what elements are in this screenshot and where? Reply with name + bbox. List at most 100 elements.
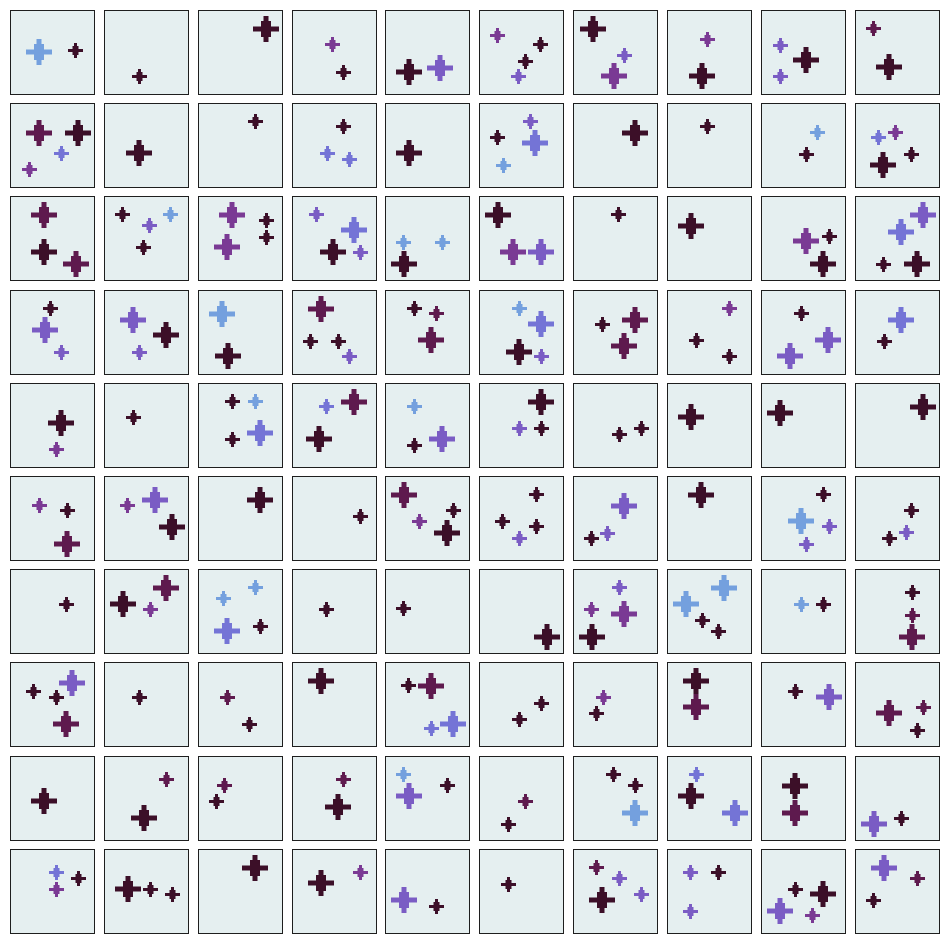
plus-sparkle-icon xyxy=(511,530,527,546)
tile xyxy=(479,196,564,281)
plus-sparkle-icon xyxy=(511,711,527,727)
plus-sparkle-icon xyxy=(434,235,450,251)
plus-sparkle-icon xyxy=(325,36,341,52)
tile xyxy=(855,10,940,95)
tile xyxy=(198,103,283,188)
plus-sparkle-icon xyxy=(611,871,627,887)
plus-sparkle-icon xyxy=(600,63,627,90)
tile xyxy=(10,662,95,747)
tile xyxy=(385,756,470,841)
plus-sparkle-icon xyxy=(787,684,803,700)
tile xyxy=(385,10,470,95)
plus-sparkle-icon xyxy=(672,591,699,617)
plus-sparkle-icon xyxy=(484,201,511,228)
plus-sparkle-icon xyxy=(599,525,615,541)
tile xyxy=(761,662,846,747)
plus-sparkle-icon xyxy=(162,207,178,223)
plus-sparkle-icon xyxy=(53,344,69,360)
plus-sparkle-icon xyxy=(793,47,820,74)
tile xyxy=(385,290,470,375)
plus-sparkle-icon xyxy=(688,332,704,348)
plus-sparkle-icon xyxy=(910,201,937,228)
plus-sparkle-icon xyxy=(495,513,511,529)
tile xyxy=(479,476,564,561)
plus-sparkle-icon xyxy=(434,520,461,547)
plus-sparkle-icon xyxy=(511,420,527,436)
plus-sparkle-icon xyxy=(42,301,58,317)
plus-sparkle-icon xyxy=(821,228,837,244)
plus-sparkle-icon xyxy=(214,234,241,261)
plus-sparkle-icon xyxy=(622,306,649,333)
tile xyxy=(479,569,564,654)
tile xyxy=(104,196,189,281)
plus-sparkle-icon xyxy=(500,816,516,832)
plus-sparkle-icon xyxy=(798,536,814,552)
plus-sparkle-icon xyxy=(303,333,319,349)
tile xyxy=(667,103,752,188)
plus-sparkle-icon xyxy=(428,306,444,322)
plus-sparkle-icon xyxy=(247,486,274,513)
tile xyxy=(855,662,940,747)
tile xyxy=(479,383,564,468)
plus-sparkle-icon xyxy=(159,514,186,541)
plus-sparkle-icon xyxy=(209,793,225,809)
plus-sparkle-icon xyxy=(63,251,90,278)
plus-sparkle-icon xyxy=(777,343,804,370)
plus-sparkle-icon xyxy=(766,399,793,426)
tile xyxy=(292,103,377,188)
plus-sparkle-icon xyxy=(522,114,538,130)
plus-sparkle-icon xyxy=(611,426,627,442)
plus-sparkle-icon xyxy=(766,898,793,925)
plus-sparkle-icon xyxy=(821,518,837,534)
tile xyxy=(10,849,95,934)
tile xyxy=(761,196,846,281)
plus-sparkle-icon xyxy=(241,716,257,732)
tile xyxy=(573,10,658,95)
plus-sparkle-icon xyxy=(910,393,937,420)
plus-sparkle-icon xyxy=(683,694,710,721)
plus-sparkle-icon xyxy=(622,119,649,146)
plus-sparkle-icon xyxy=(305,426,332,453)
plus-sparkle-icon xyxy=(533,348,549,364)
tile xyxy=(10,103,95,188)
plus-sparkle-icon xyxy=(898,524,914,540)
tile xyxy=(761,10,846,95)
plus-sparkle-icon xyxy=(335,64,351,80)
tile xyxy=(104,290,189,375)
plus-sparkle-icon xyxy=(335,119,351,135)
plus-sparkle-icon xyxy=(798,146,814,162)
plus-sparkle-icon xyxy=(406,437,422,453)
plus-sparkle-icon xyxy=(114,876,141,903)
plus-sparkle-icon xyxy=(141,218,157,234)
plus-sparkle-icon xyxy=(59,502,75,518)
plus-sparkle-icon xyxy=(871,854,898,881)
plus-sparkle-icon xyxy=(164,886,180,902)
plus-sparkle-icon xyxy=(395,783,422,810)
plus-sparkle-icon xyxy=(341,348,357,364)
plus-sparkle-icon xyxy=(158,772,174,788)
plus-sparkle-icon xyxy=(352,865,368,881)
tile xyxy=(10,476,95,561)
tile xyxy=(385,662,470,747)
plus-sparkle-icon xyxy=(804,907,820,923)
tile xyxy=(479,662,564,747)
plus-sparkle-icon xyxy=(31,239,58,266)
plus-sparkle-icon xyxy=(48,865,64,881)
plus-sparkle-icon xyxy=(58,596,74,612)
plus-sparkle-icon xyxy=(793,306,809,322)
plus-sparkle-icon xyxy=(48,881,64,897)
tile xyxy=(385,569,470,654)
tile xyxy=(667,569,752,654)
plus-sparkle-icon xyxy=(517,793,533,809)
plus-sparkle-icon xyxy=(815,487,831,503)
plus-sparkle-icon xyxy=(870,152,897,179)
plus-sparkle-icon xyxy=(429,426,456,453)
plus-sparkle-icon xyxy=(31,498,47,514)
plus-sparkle-icon xyxy=(904,608,920,624)
plus-sparkle-icon xyxy=(59,670,86,697)
plus-sparkle-icon xyxy=(496,157,512,173)
tile xyxy=(104,383,189,468)
plus-sparkle-icon xyxy=(622,800,649,827)
tile xyxy=(573,849,658,934)
tile xyxy=(855,103,940,188)
